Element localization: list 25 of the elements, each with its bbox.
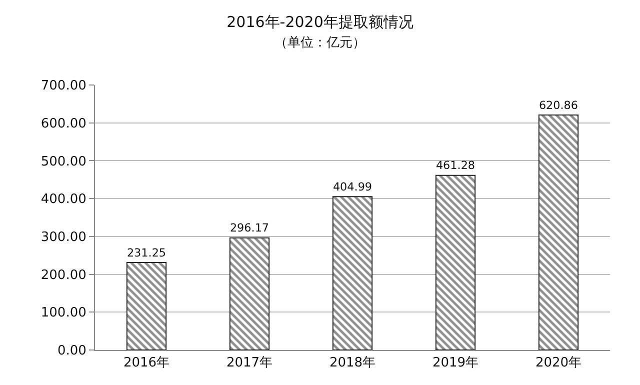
- data-label: 461.28: [436, 159, 476, 172]
- bar: [126, 262, 167, 350]
- data-label: 231.25: [126, 246, 166, 260]
- bar: [435, 174, 476, 350]
- x-tick-label: 2020年: [535, 356, 582, 371]
- x-tick-label: 2018年: [329, 356, 376, 371]
- chart-title: 2016年-2020年提取额情况: [226, 12, 414, 31]
- x-tick-label: 2019年: [432, 356, 479, 371]
- y-tick-label: 200.00: [40, 268, 86, 283]
- y-tick-label: 0.00: [57, 344, 86, 359]
- x-tick-label: 2016年: [123, 356, 170, 371]
- data-label: 404.99: [332, 180, 372, 194]
- y-tick-label: 600.00: [40, 116, 86, 132]
- y-tick-label: 500.00: [40, 154, 86, 170]
- x-tick-label: 2017年: [226, 356, 273, 371]
- bar: [538, 114, 579, 350]
- data-label: 296.17: [230, 222, 270, 235]
- data-label: 620.86: [538, 98, 578, 112]
- bar: [229, 237, 270, 350]
- y-tick-label: 300.00: [40, 230, 86, 245]
- y-tick-label: 700.00: [40, 78, 86, 94]
- chart-subtitle: （单位：亿元）: [274, 35, 366, 50]
- y-tick-label: 100.00: [40, 306, 86, 321]
- y-tick-label: 400.00: [40, 192, 86, 208]
- bar: [332, 196, 373, 350]
